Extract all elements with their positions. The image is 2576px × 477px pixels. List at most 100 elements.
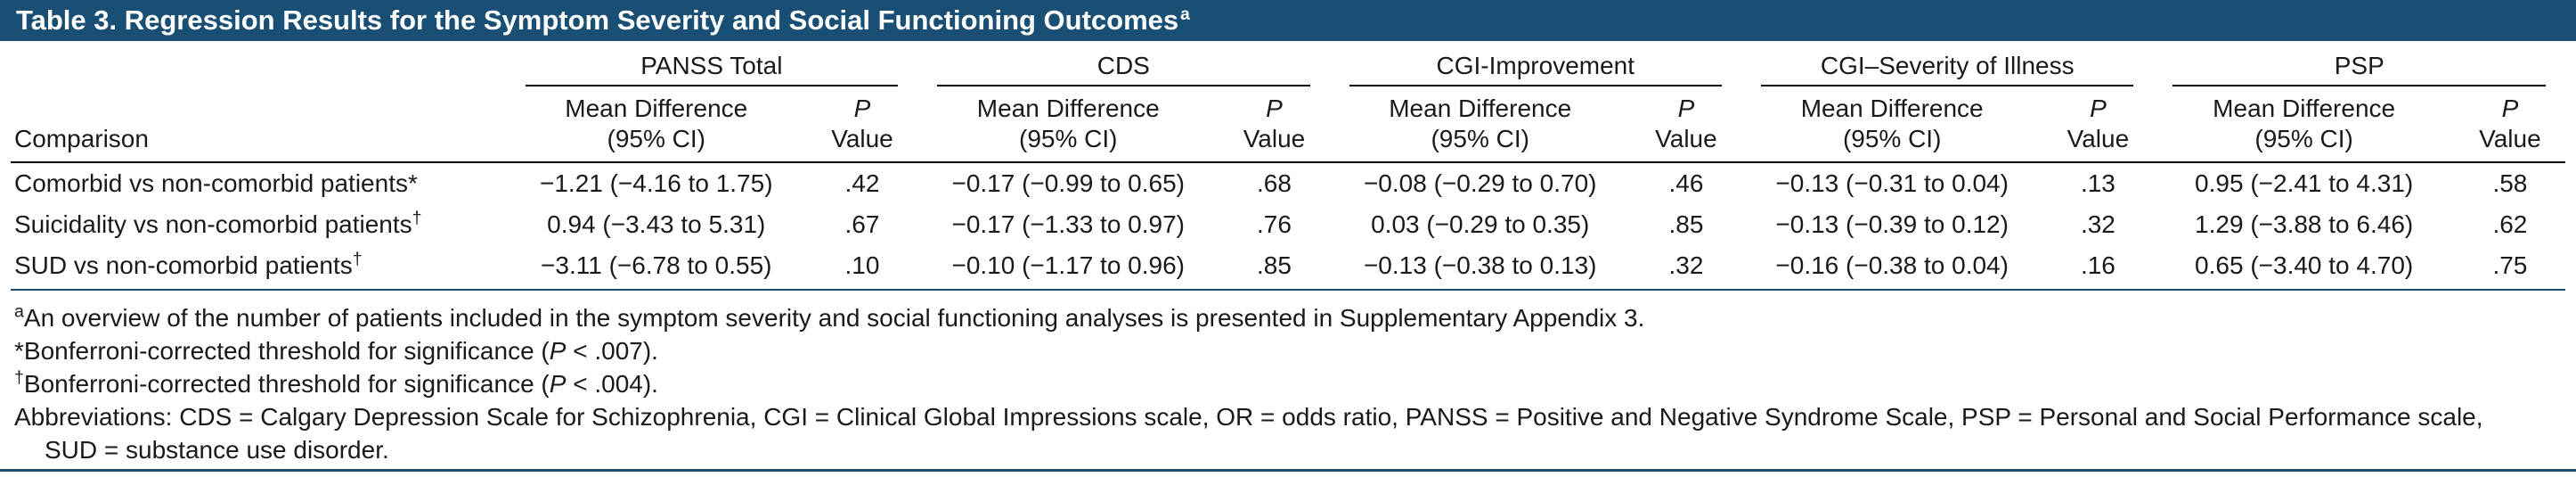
- table-title-footnote-marker: a: [1180, 4, 1190, 24]
- column-group-label: CDS: [937, 52, 1310, 86]
- row-label-text: Suicidality vs non-comorbid patients: [14, 210, 412, 238]
- p-italic: P: [1677, 95, 1695, 122]
- p-value-column-header: P Value: [1219, 86, 1330, 163]
- p-value-column-header: P Value: [2042, 86, 2154, 163]
- footnote-a-marker: a: [14, 301, 24, 322]
- p-italic: P: [549, 337, 567, 365]
- table-row-comorbid: Comorbid vs non-comorbid patients* −1.21…: [11, 162, 2565, 204]
- cell-mean-difference: 1.29 (−3.88 to 6.46): [2195, 210, 2414, 238]
- footnote-a: aAn overview of the number of patients i…: [14, 301, 2564, 334]
- footnote-dagger-text: Bonferroni-corrected threshold for signi…: [23, 370, 550, 398]
- ci-line2: (95% CI): [607, 125, 705, 152]
- cell-mean-difference: −0.13 (−0.39 to 0.12): [1775, 210, 2009, 238]
- mean-difference-column-header: Mean Difference (95% CI): [1741, 86, 2043, 163]
- column-group-panss-total: PANSS Total: [506, 50, 917, 86]
- mean-difference-line1: Mean Difference: [1389, 95, 1572, 122]
- footnote-a-text: An overview of the number of patients in…: [23, 304, 1645, 332]
- value-line2: Value: [831, 125, 893, 152]
- row-label-text: SUD vs non-comorbid patients: [14, 251, 353, 279]
- cell-p-value: .76: [1257, 210, 1292, 238]
- cell-p-value: .62: [2492, 210, 2528, 238]
- cell-mean-difference: 0.65 (−3.40 to 4.70): [2153, 245, 2455, 291]
- footnote-dagger-marker: †: [14, 367, 24, 388]
- cell-p-value: .85: [1219, 245, 1330, 291]
- cell-mean-difference: −0.10 (−1.17 to 0.96): [917, 245, 1219, 291]
- value-line2: Value: [2067, 125, 2130, 152]
- column-group-header-row: PANSS Total CDS CGI-Improvement CGI–Seve…: [11, 50, 2565, 86]
- bottom-rule: [0, 469, 2576, 472]
- table-footnotes: aAn overview of the number of patients i…: [14, 301, 2564, 466]
- cell-p-value: .32: [2080, 210, 2115, 238]
- column-group-label: CGI-Improvement: [1349, 52, 1722, 86]
- regression-results-table: PANSS Total CDS CGI-Improvement CGI–Seve…: [11, 50, 2565, 291]
- cell-p-value: .46: [1668, 169, 1704, 197]
- p-value-column-header: P Value: [806, 86, 918, 163]
- p-italic: P: [853, 95, 871, 122]
- mean-difference-column-header: Mean Difference (95% CI): [2153, 86, 2455, 163]
- cell-p-value: .67: [844, 210, 880, 238]
- cell-p-value: .85: [1668, 210, 1704, 238]
- value-line2: Value: [1243, 125, 1306, 152]
- p-italic: P: [2501, 95, 2519, 122]
- cell-p-value: .58: [2492, 169, 2528, 197]
- cell-mean-difference: −1.21 (−4.16 to 1.75): [539, 169, 773, 197]
- p-italic: P: [549, 370, 567, 398]
- column-group-label: CGI–Severity of Illness: [1761, 52, 2134, 86]
- mean-difference-column-header: Mean Difference (95% CI): [917, 86, 1219, 163]
- abbreviations-line1: Abbreviations: CDS = Calgary Depression …: [14, 403, 2483, 431]
- mean-difference-line1: Mean Difference: [565, 95, 748, 122]
- p-value-column-header: P Value: [2454, 86, 2565, 163]
- cell-mean-difference: −0.17 (−0.99 to 0.65): [951, 169, 1185, 197]
- footnote-asterisk: *Bonferroni-corrected threshold for sign…: [14, 334, 2564, 367]
- footnote-asterisk-marker: *: [14, 337, 24, 365]
- mean-difference-line1: Mean Difference: [1800, 95, 1984, 122]
- cell-p-value: .32: [1630, 245, 1741, 291]
- corner-cell: [11, 50, 506, 86]
- value-line2: Value: [2479, 125, 2541, 152]
- cell-p-value: .68: [1257, 169, 1292, 197]
- cell-p-value: .16: [2042, 245, 2154, 291]
- footnote-abbreviations: Abbreviations: CDS = Calgary Depression …: [14, 400, 2564, 466]
- cell-mean-difference: −0.08 (−0.29 to 0.70): [1363, 169, 1597, 197]
- comparison-column-header: Comparison: [11, 86, 506, 163]
- column-group-label: PANSS Total: [525, 52, 899, 86]
- column-group-psp: PSP: [2153, 50, 2565, 86]
- row-label-marker: †: [352, 249, 363, 269]
- table-row-suicidality: Suicidality vs non-comorbid patients† 0.…: [11, 204, 2565, 245]
- sub-header-row: Comparison Mean Difference (95% CI) P Valu…: [11, 86, 2565, 163]
- cell-mean-difference: −3.11 (−6.78 to 0.55): [505, 245, 807, 291]
- column-group-cds: CDS: [917, 50, 1329, 86]
- mean-difference-line1: Mean Difference: [2213, 95, 2396, 122]
- cell-mean-difference: 0.95 (−2.41 to 4.31): [2195, 169, 2414, 197]
- p-value-column-header: P Value: [1630, 86, 1741, 163]
- row-label: Comorbid vs non-comorbid patients*: [11, 162, 506, 204]
- footnote-dagger-text-end: < .004).: [566, 370, 658, 398]
- abbreviations-line2: SUD = substance use disorder.: [45, 436, 389, 464]
- cell-mean-difference: 0.03 (−0.29 to 0.35): [1371, 210, 1590, 238]
- cell-mean-difference: −0.16 (−0.38 to 0.04): [1741, 245, 2043, 291]
- column-group-cgi-improvement: CGI-Improvement: [1330, 50, 1741, 86]
- ci-line2: (95% CI): [1842, 125, 1942, 152]
- mean-difference-column-header: Mean Difference (95% CI): [505, 86, 807, 163]
- p-italic: P: [1266, 95, 1283, 122]
- footnote-asterisk-text-end: < .007).: [566, 337, 658, 365]
- cell-mean-difference: −0.17 (−1.33 to 0.97): [951, 210, 1185, 238]
- ci-line2: (95% CI): [1019, 125, 1118, 152]
- cell-p-value: .42: [844, 169, 880, 197]
- cell-mean-difference: −0.13 (−0.31 to 0.04): [1775, 169, 2009, 197]
- table-title: Table 3. Regression Results for the Symp…: [16, 4, 1190, 37]
- table-title-bar: Table 3. Regression Results for the Symp…: [0, 0, 2576, 41]
- row-label-marker: †: [412, 208, 422, 228]
- footnote-asterisk-text: Bonferroni-corrected threshold for signi…: [23, 337, 550, 365]
- row-label: SUD vs non-comorbid patients†: [11, 245, 506, 291]
- cell-mean-difference: −0.13 (−0.38 to 0.13): [1329, 245, 1631, 291]
- row-label-text: Comorbid vs non-comorbid patients*: [14, 169, 418, 197]
- table-row-sud: SUD vs non-comorbid patients† −3.11 (−6.…: [11, 245, 2565, 291]
- footnote-dagger: †Bonferroni-corrected threshold for sign…: [14, 367, 2564, 400]
- cell-p-value: .13: [2080, 169, 2115, 197]
- ci-line2: (95% CI): [2254, 125, 2353, 152]
- cell-mean-difference: 0.94 (−3.43 to 5.31): [547, 210, 766, 238]
- row-label: Suicidality vs non-comorbid patients†: [11, 204, 506, 245]
- value-line2: Value: [1655, 125, 1717, 152]
